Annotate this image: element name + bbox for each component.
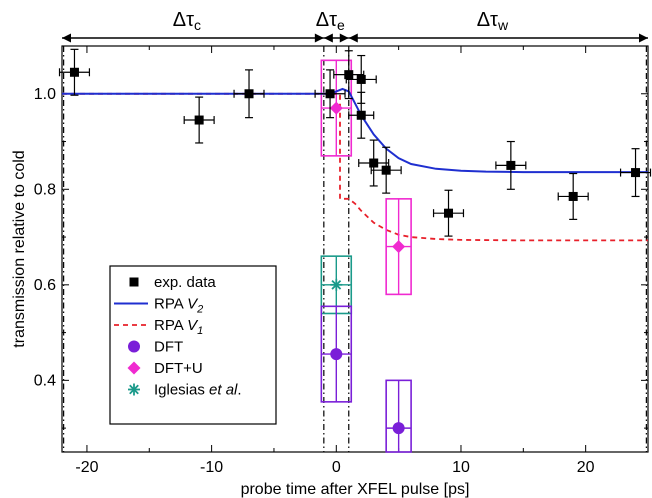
y-tick-label: 1.0 xyxy=(34,86,56,103)
region-label: Δτe xyxy=(316,9,345,33)
y-axis-title: transmission relative to cold xyxy=(11,150,28,347)
exp-data-point xyxy=(325,89,335,99)
x-tick-label: 10 xyxy=(452,459,470,476)
y-tick-label: 0.8 xyxy=(34,181,56,198)
legend-iglesias-marker-stroke xyxy=(129,384,139,395)
exp-data-point xyxy=(506,160,516,170)
exp-data-point xyxy=(568,191,578,201)
plot-frame xyxy=(61,45,649,453)
region-label: Δτw xyxy=(477,9,509,33)
legend-iglesias-marker xyxy=(128,383,140,396)
legend-label: RPA V1 xyxy=(154,317,203,337)
legend-label: RPA V2 xyxy=(154,296,203,316)
dft-point xyxy=(392,422,405,435)
exp-data-point xyxy=(631,168,641,178)
iglesias-point xyxy=(330,278,343,291)
rpa-v2-curve xyxy=(62,87,648,174)
region-arrowhead-right xyxy=(339,33,349,43)
region-label: Δτc xyxy=(173,9,201,33)
x-axis-title: probe time after XFEL pulse [ps] xyxy=(241,481,470,498)
legend-dft-marker xyxy=(128,340,140,353)
region-arrowhead-left xyxy=(323,33,333,43)
region-arrowhead-left xyxy=(348,33,358,43)
plot-area: -20 -10 0 10 20 0.4 0.6 0.8 1.0 probe time after … xyxy=(11,9,652,498)
region-arrowhead-right xyxy=(639,33,648,43)
y-tick-label: 0.6 xyxy=(34,277,56,294)
y-tick-label: 0.4 xyxy=(34,372,56,389)
exp-data-point xyxy=(344,70,354,80)
region-arrowhead-left xyxy=(62,33,71,43)
x-tick-label: -20 xyxy=(75,459,98,476)
x-tick-label: 0 xyxy=(332,459,341,476)
legend-label: Iglesias et al. xyxy=(154,382,242,399)
iglesias-point-stroke xyxy=(331,279,342,290)
legend-dft-u-marker xyxy=(127,361,141,375)
legend-label: DFT xyxy=(154,339,183,356)
legend-exp-marker xyxy=(129,277,139,287)
dft-u-point xyxy=(392,240,406,254)
exp-data-point xyxy=(244,89,254,99)
x-tick-label: -10 xyxy=(200,459,223,476)
region-arrowhead-right xyxy=(314,33,324,43)
legend-label: DFT+U xyxy=(154,360,203,377)
dft-u-point xyxy=(329,101,343,115)
x-tick-label: 20 xyxy=(577,459,595,476)
exp-data-point xyxy=(356,74,366,84)
exp-data-point xyxy=(369,158,379,168)
exp-data-point xyxy=(356,110,366,120)
exp-data-point xyxy=(444,208,454,218)
exp-data-point xyxy=(194,115,204,125)
rpa-v1-curve xyxy=(62,92,648,242)
exp-data-point xyxy=(69,67,79,77)
exp-data-point xyxy=(381,165,391,175)
dft-point xyxy=(330,348,343,361)
legend-label: exp. data xyxy=(154,274,216,291)
